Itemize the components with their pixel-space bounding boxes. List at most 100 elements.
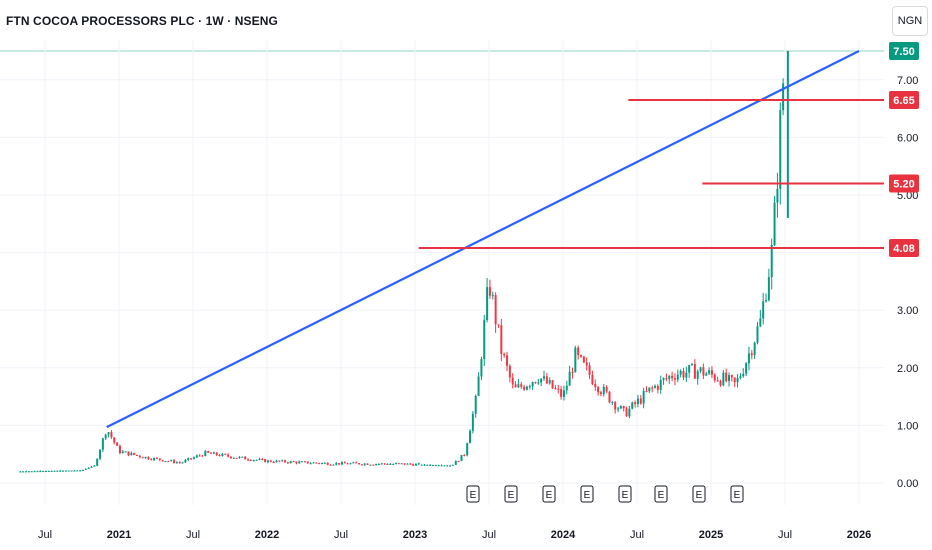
candle [395,462,398,465]
candle-body [187,458,190,461]
candle-body [161,460,164,462]
candle [84,468,87,470]
candle [235,457,238,459]
drawings[interactable] [106,50,884,429]
candle [372,464,375,466]
candle-body [153,457,156,460]
earnings-box [654,485,668,503]
earnings-marker: E [654,485,668,503]
candle-body [710,370,713,375]
candle-body [420,464,423,466]
candle-body [409,463,412,465]
candle-body [42,471,45,473]
candle [710,366,713,378]
candle-body [776,188,779,203]
earnings-box [618,485,632,503]
candle-body [406,463,409,465]
candle-body [232,457,235,459]
candle [463,454,466,457]
candle-body [343,462,346,464]
candle-body [101,438,104,450]
candle-body [363,463,366,465]
candle-body [543,376,546,379]
candle-body [523,386,526,390]
candle-body [326,462,329,465]
earnings-marker: E [618,485,632,503]
candle-body [87,467,90,469]
candle-body [699,367,702,372]
candle-body [617,408,620,410]
candles [19,51,789,473]
candle [454,460,457,465]
candle-body [671,375,674,379]
time-axis[interactable]: Jul 2021 Jul 2022 Jul 2023 Jul 2024 Jul 2025 Jul 20… [38,529,871,541]
candle-body [602,386,605,394]
candle [389,463,392,466]
candle [511,373,514,389]
currency-button[interactable]: NGN [892,6,928,36]
candle [36,470,39,473]
candle [258,457,261,461]
earnings-label: E [546,490,553,501]
candle [682,367,685,381]
candle-body [90,466,93,468]
candle [178,461,181,464]
trend-line[interactable] [106,50,860,429]
candle-body [124,451,127,453]
candle [366,463,369,465]
candle-body [429,464,432,466]
candle-body [417,463,420,465]
candle-body [557,388,560,390]
candle-body [204,450,207,456]
candle-body [349,463,352,465]
candle [153,457,156,462]
candle-body [289,461,292,464]
candle-body [375,464,378,466]
candle [574,345,577,373]
candle [420,464,423,466]
candle [278,460,281,463]
candle [173,459,176,464]
candle [508,364,511,383]
candle-body [676,374,679,380]
candle-body [540,378,543,383]
candle [491,291,494,300]
candle [289,460,292,464]
candle-body [386,463,389,465]
candle [716,376,719,382]
candle [56,470,59,472]
candle-body [742,373,745,377]
candle-body [679,370,682,375]
candle-body [392,463,395,465]
price-tag-text: 4.08 [893,243,914,255]
candle-body [355,462,358,464]
candle-body [338,463,341,465]
candle [693,359,696,379]
candle [673,373,676,386]
candle [301,460,304,463]
price-tag-bg [889,90,919,109]
candle-body [252,459,255,461]
price-tag-text: 6.65 [893,95,914,107]
candle [736,373,739,388]
candle-body [19,471,22,473]
candle-body [594,384,597,388]
candle-body [651,387,654,389]
candle [557,385,560,394]
candle [238,456,241,459]
candle-body [568,371,571,386]
candle [358,463,361,465]
candle [67,470,70,472]
candle-body [577,347,580,356]
candle [551,379,554,389]
candle-body [56,470,59,472]
price-axis[interactable]: 0.001.002.003.004.005.006.007.006.655.20… [889,42,919,490]
candle-body [745,363,748,374]
candle [440,464,443,467]
candle [645,386,648,393]
candle [713,373,716,383]
candle [27,471,30,473]
earnings-label: E [508,490,515,501]
